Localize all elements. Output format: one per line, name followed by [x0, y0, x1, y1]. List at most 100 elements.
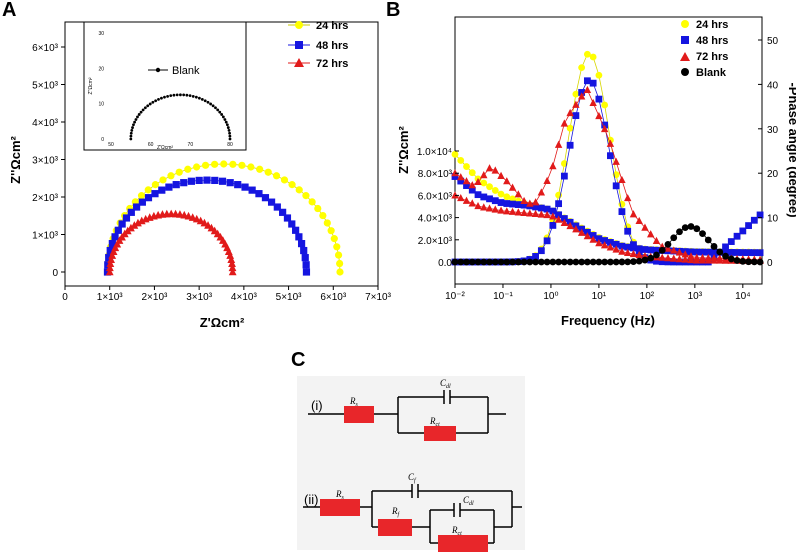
nyquist-point-0-20 [220, 160, 228, 168]
bode-point-mag-1-47 [722, 248, 729, 256]
cf-ii-symbol: Cf [408, 472, 417, 484]
bode-point-phase-2-16 [543, 176, 551, 184]
nyquist-y-tick-label-4: 4×10³ [32, 118, 59, 129]
nyquist-point-2-14 [134, 218, 142, 227]
bode-point-mag-1-15 [537, 204, 545, 212]
inset-point-25 [182, 93, 186, 97]
inset-point-24 [179, 93, 182, 97]
bode-point-mag-1-18 [555, 211, 563, 219]
bode-y-tick-label-1: 2.0×10³ [418, 236, 453, 247]
nyquist-x-tick-label-7: 7×10³ [365, 292, 392, 303]
bode-point-mag-1-44 [704, 248, 712, 256]
bode-point-mag-1-3 [468, 186, 476, 194]
inset-point-29 [194, 95, 198, 99]
bode-point-mag-2-20 [566, 221, 574, 230]
bode-point-phase-3-14 [532, 258, 539, 266]
nyquist-point-1-4 [108, 240, 116, 248]
bode-point-phase-2-20 [566, 108, 574, 117]
inset-point-9 [137, 113, 141, 116]
inset-point-27 [188, 94, 192, 98]
inset-frame [83, 21, 247, 151]
bode-point-phase-3-12 [520, 258, 528, 266]
nyquist-x-tick-label-5: 5×10³ [276, 292, 303, 303]
bode-point-phase-1-31 [630, 241, 637, 249]
bode-point-phase-3-1 [457, 258, 465, 266]
nyquist-point-1-12 [144, 194, 153, 202]
bode-x-label: Frequency (Hz) [561, 313, 655, 328]
bode-point-phase-3-7 [491, 258, 499, 266]
nyquist-point-1-22 [218, 177, 227, 185]
bode-y-tick-label-3: 6.0×10³ [418, 191, 453, 202]
nyquist-point-1-40 [302, 268, 311, 276]
bode-point-mag-2-9 [503, 207, 511, 215]
bode-point-mag-1-29 [618, 242, 626, 250]
nyquist-point-1-35 [295, 233, 303, 241]
bode-point-phase-0-25 [595, 71, 603, 79]
bode-x-tick-label-0: 10⁻² [445, 291, 465, 302]
nyquist-point-1-7 [118, 220, 126, 228]
nyquist-point-1-15 [165, 183, 173, 191]
circuit-i [308, 390, 506, 434]
bode-point-mag-1-48 [727, 249, 735, 256]
bode-point-mag-2-22 [577, 228, 586, 236]
nyquist-point-1-24 [234, 181, 242, 189]
bode-point-phase-3-17 [549, 258, 557, 266]
bode-point-mag-2-19 [560, 218, 569, 226]
nyquist-x-tick-label-2: 2×10³ [141, 292, 168, 303]
rf-ii-symbol: Rf [391, 506, 401, 518]
bode-point-phase-2-44 [704, 253, 712, 262]
bode-point-mag-0-5 [480, 179, 488, 187]
nyquist-point-0-14 [167, 172, 175, 180]
bode-point-mag-2-41 [687, 255, 695, 264]
bode-point-phase-2-40 [681, 250, 689, 258]
inset-point-6 [133, 120, 137, 124]
bode-point-mag-1-7 [491, 197, 499, 205]
bode-point-mag-1-34 [647, 246, 655, 254]
nyquist-point-2-42 [228, 259, 236, 268]
bode-point-phase-1-49 [733, 232, 741, 240]
inset-point-15 [151, 100, 155, 104]
nyquist-line-2 [109, 213, 234, 273]
bode-point-phase-2-18 [554, 140, 563, 148]
legend-label-24h: 24 hrs [316, 20, 348, 32]
rct-i-symbol: Rct [429, 416, 440, 428]
inset-y-label: Z''Ωcm² [88, 77, 94, 94]
bode-point-phase-3-25 [595, 258, 603, 266]
bode-point-phase-2-46 [716, 254, 724, 262]
bode-point-phase-1-18 [555, 200, 563, 208]
bode-point-phase-1-19 [560, 172, 568, 180]
bode-point-mag-2-18 [554, 215, 563, 223]
bode-point-phase-2-4 [474, 177, 482, 186]
panel-label-a: A [2, 0, 16, 21]
nyquist-point-0-23 [247, 163, 255, 171]
bode-point-phase-3-3 [468, 258, 476, 266]
nyquist-point-1-2 [105, 254, 113, 262]
inset-point-12 [143, 106, 147, 110]
bode-point-phase-1-37 [664, 258, 672, 266]
nyquist-point-1-38 [301, 254, 309, 262]
bode-point-mag-1-10 [509, 200, 516, 208]
bode-legend-marker-72h [680, 52, 690, 61]
nyquist-point-0-34 [323, 219, 331, 227]
nyquist-point-2-28 [192, 214, 201, 223]
bode-point-phase-1-21 [572, 112, 580, 119]
bode-point-mag-2-28 [612, 245, 620, 253]
nyquist-point-2-43 [228, 263, 237, 272]
nyquist-point-0-35 [327, 227, 335, 235]
nyquist-point-1-36 [297, 240, 306, 248]
bode-point-mag-1-45 [710, 248, 718, 256]
bode-legend-marker-48h [681, 36, 689, 44]
nyquist-point-0-10 [137, 192, 146, 200]
nyquist-point-2-40 [226, 251, 235, 259]
bode-point-phase-3-9 [503, 258, 511, 266]
nyquist-point-0-36 [330, 235, 338, 243]
bode-point-mag-2-5 [480, 203, 488, 211]
nyquist-point-1-27 [255, 190, 263, 198]
nyquist-point-0-27 [280, 176, 289, 184]
bode-point-phase-3-26 [601, 258, 609, 266]
nyquist-point-1-9 [127, 208, 135, 216]
inset-legend-label: Blank [172, 65, 200, 77]
bode-y2-tick-label-3: 30 [767, 125, 779, 136]
bode-point-phase-1-38 [670, 258, 678, 266]
bode-point-phase-3-22 [578, 258, 586, 266]
